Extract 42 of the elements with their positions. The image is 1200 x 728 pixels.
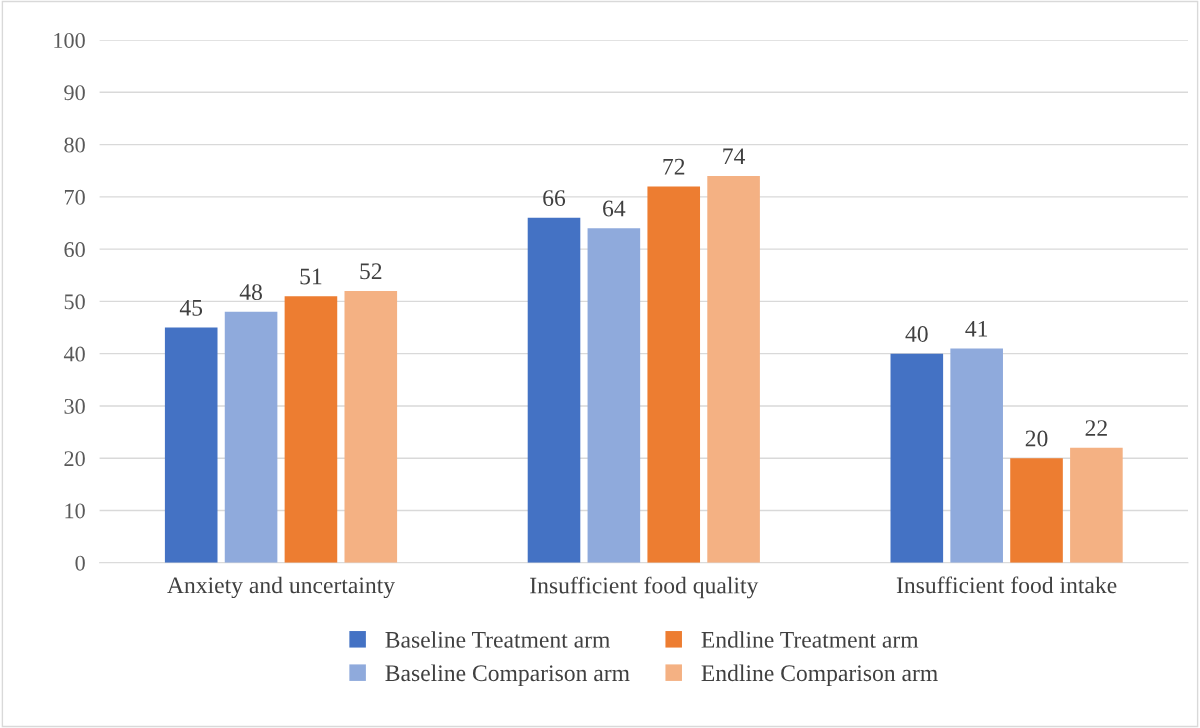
bar (1010, 458, 1063, 563)
data-label: 45 (179, 300, 203, 316)
data-label: 48 (239, 284, 262, 301)
y-tick-label: 20 (64, 451, 85, 467)
y-tick-label: 10 (65, 503, 85, 519)
bar (164, 327, 218, 563)
data-label: 40 (905, 325, 928, 342)
y-tick-label: 0 (75, 555, 85, 571)
data-label: 22 (1085, 420, 1107, 436)
y-tick-label: 30 (64, 398, 85, 414)
y-tick-label: 90 (64, 85, 85, 101)
bar (224, 311, 278, 563)
data-label: 20 (1025, 430, 1048, 447)
data-label: 52 (360, 263, 382, 280)
data-label: 66 (543, 190, 566, 207)
bar (707, 175, 760, 563)
legend-label: Baseline Treatment arm (385, 631, 610, 648)
bar (647, 186, 701, 563)
bar (950, 348, 1003, 563)
bar (284, 296, 338, 563)
y-tick-label: 40 (63, 346, 85, 362)
data-label: 72 (663, 158, 685, 175)
bar (587, 228, 641, 563)
data-label: 74 (723, 148, 746, 164)
x-tick-label: Insufficient food intake (896, 576, 1117, 594)
y-tick-label: 60 (64, 242, 85, 258)
bar (527, 217, 581, 563)
data-label: 64 (603, 200, 626, 217)
bar (344, 290, 398, 563)
y-tick-label: 80 (64, 137, 85, 153)
y-tick-label: 50 (64, 294, 85, 310)
x-tick-label: Insufficient food quality (530, 576, 759, 599)
y-tick-label: 100 (54, 32, 85, 48)
legend-label: Baseline Comparison arm (385, 664, 630, 686)
bar (1070, 447, 1123, 563)
data-label: 51 (300, 268, 322, 285)
legend-label: Endline Comparison arm (701, 664, 938, 686)
x-tick-label: Anxiety and uncertainty (167, 576, 395, 599)
bar (890, 353, 944, 563)
y-tick-label: 70 (64, 189, 85, 205)
legend-label: Endline Treatment arm (701, 631, 919, 648)
data-label: 41 (965, 320, 988, 337)
